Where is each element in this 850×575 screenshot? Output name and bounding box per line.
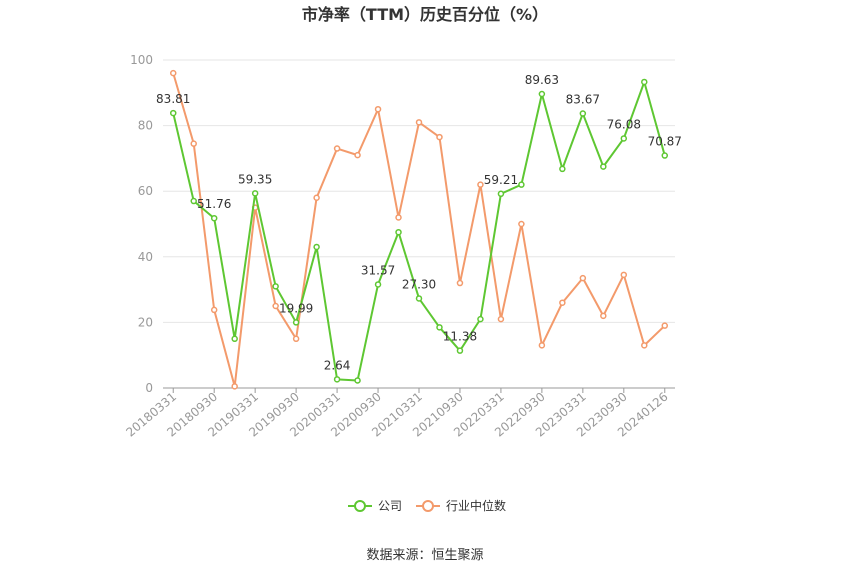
point-industry (190, 140, 197, 147)
data-label: 59.35 (238, 172, 272, 186)
legend-item-company[interactable]: 公司 (348, 499, 402, 513)
data-label: 70.87 (648, 135, 682, 149)
point-industry (415, 119, 423, 126)
point-company (497, 190, 505, 198)
point-company (210, 214, 218, 222)
legend-label: 公司 (378, 499, 402, 513)
point-industry (374, 105, 382, 113)
legend-label: 行业中位数 (446, 498, 506, 513)
point-industry (210, 306, 218, 314)
data-label: 83.81 (156, 92, 190, 106)
point-industry (518, 220, 525, 228)
y-tick-label: 40 (138, 250, 153, 264)
data-label: 89.63 (525, 73, 559, 87)
y-tick-label: 60 (138, 184, 153, 198)
point-company (641, 78, 648, 86)
data-label: 59.21 (484, 173, 518, 187)
legend-swatch-marker (422, 500, 434, 512)
point-industry (436, 133, 443, 141)
chart-title: 市净率（TTM）历史百分位（%） (302, 5, 548, 24)
point-industry (497, 315, 505, 323)
point-company (538, 90, 546, 98)
point-company (559, 165, 566, 173)
series-lines (169, 69, 669, 390)
point-industry (620, 271, 628, 279)
gridlines (163, 59, 675, 323)
point-company (436, 324, 443, 331)
y-tick-label: 100 (130, 53, 153, 67)
data-label: 19.99 (279, 301, 313, 315)
data-labels: 83.81 51.76 59.35 19.99 2.64 31.57 27.30 11.38 5… (156, 73, 682, 372)
point-industry (333, 145, 341, 152)
point-company (395, 228, 402, 236)
point-industry (231, 383, 238, 390)
data-label: 11.38 (443, 330, 477, 344)
point-industry (169, 69, 177, 77)
data-label: 83.67 (566, 93, 600, 107)
point-company (456, 347, 464, 354)
point-industry (456, 279, 464, 287)
point-industry (559, 299, 566, 306)
point-industry (477, 181, 484, 188)
data-label: 51.76 (197, 197, 231, 211)
point-company (518, 181, 525, 188)
data-label: 76.08 (607, 117, 641, 131)
point-industry (354, 151, 361, 159)
point-company (354, 377, 361, 384)
data-label: 2.64 (324, 358, 351, 372)
point-industry (292, 335, 300, 343)
legend-item-industry[interactable]: 行业中位数 (416, 498, 506, 513)
y-tick-label: 80 (138, 119, 153, 133)
point-company (477, 315, 484, 323)
point-industry (579, 274, 587, 282)
point-industry (661, 322, 669, 329)
y-tick-label: 20 (138, 315, 153, 329)
point-company (190, 197, 197, 205)
point-industry (272, 302, 279, 310)
data-label: 31.57 (361, 263, 395, 277)
point-company (169, 109, 177, 117)
point-company (292, 319, 300, 326)
source-note: 数据来源：恒生聚源 (366, 548, 483, 563)
point-company (374, 281, 382, 288)
legend-swatch-marker (354, 500, 366, 512)
point-company (620, 135, 628, 142)
y-tick-label: 0 (145, 381, 153, 395)
point-company (579, 110, 587, 117)
point-industry (395, 214, 402, 221)
point-company (661, 152, 669, 159)
point-company (272, 283, 279, 290)
point-industry (313, 194, 320, 202)
point-company (251, 190, 259, 197)
point-company (600, 163, 607, 170)
point-company (313, 243, 320, 251)
point-industry (538, 342, 546, 349)
point-company (231, 335, 238, 343)
point-industry (641, 342, 648, 349)
data-label: 27.30 (402, 277, 436, 291)
point-industry (600, 312, 607, 320)
legend[interactable]: 公司 行业中位数 (348, 498, 506, 513)
point-company (415, 295, 423, 302)
point-company (333, 376, 341, 383)
